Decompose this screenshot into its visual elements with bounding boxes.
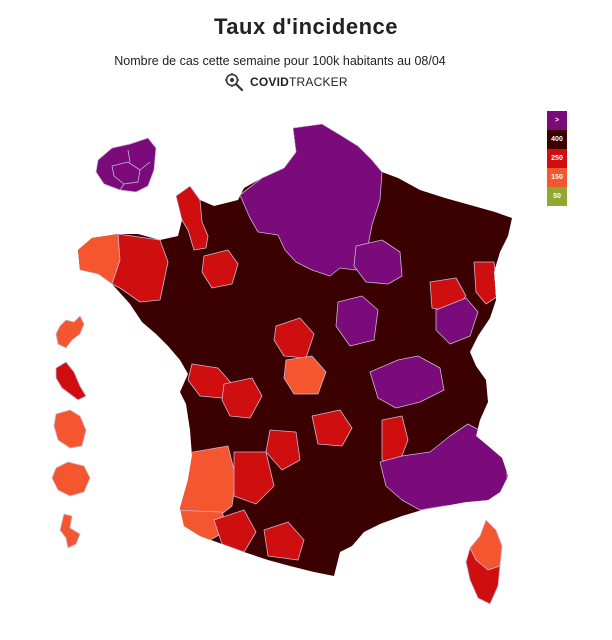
region-ariege-red[interactable] [263, 521, 305, 561]
legend-swatch-above-400: > [547, 111, 567, 130]
region-brittany-red[interactable] [111, 233, 169, 303]
mayotte-orange[interactable] [59, 513, 81, 549]
corsica-south-red[interactable] [465, 547, 501, 605]
region-haute-vienne-orange[interactable] [283, 355, 327, 395]
legend-swatch-150: 150 [547, 168, 567, 187]
legend-label-above-400: > [554, 117, 560, 124]
legend-swatch-250: 250 [547, 149, 567, 168]
region-vienne-red[interactable] [221, 377, 263, 419]
region-cantal-red[interactable] [311, 409, 353, 447]
region-haut-rhin-red[interactable] [473, 261, 499, 305]
region-tarn-red[interactable] [213, 509, 257, 553]
legend-label-250: 250 [551, 155, 563, 162]
brand-name-bold: COVID [250, 75, 290, 89]
brand-logo[interactable]: COVID TRACKER [224, 72, 348, 92]
legend-swatch-50: 50 [547, 187, 567, 206]
region-lot-et-garonne-red[interactable] [233, 451, 275, 505]
map-subtitle: Nombre de cas cette semaine pour 100k ha… [114, 54, 446, 68]
region-lot-red[interactable] [265, 429, 301, 471]
region-rhone-purple[interactable] [369, 355, 445, 409]
color-legend: > 400 250 150 50 [547, 111, 567, 206]
region-landes-orange[interactable] [169, 445, 237, 523]
region-doubs-purple[interactable] [435, 297, 479, 345]
region-lozere-red[interactable] [381, 415, 409, 467]
region-finistere-orange[interactable] [60, 229, 121, 285]
magnifier-virus-icon [225, 73, 244, 92]
brand-name-light: TRACKER [289, 75, 348, 89]
martinique-red[interactable] [55, 361, 87, 401]
legend-label-400: 400 [551, 136, 563, 143]
map-title: Taux d'incidence [214, 14, 398, 39]
legend-swatch-400: 400 [547, 130, 567, 149]
region-manche-red[interactable] [175, 185, 209, 251]
region-sarthe-red[interactable] [201, 249, 239, 289]
legend-label-50: 50 [553, 193, 561, 200]
reunion-orange[interactable] [51, 461, 91, 497]
region-yonne-purple[interactable] [335, 295, 379, 347]
ile-de-france-inset[interactable] [95, 137, 157, 193]
region-marne-purple[interactable] [353, 239, 403, 285]
guadeloupe-orange[interactable] [55, 315, 85, 349]
guyane-orange[interactable] [53, 409, 87, 449]
region-north-purple[interactable] [239, 124, 383, 277]
legend-label-150: 150 [551, 174, 563, 181]
